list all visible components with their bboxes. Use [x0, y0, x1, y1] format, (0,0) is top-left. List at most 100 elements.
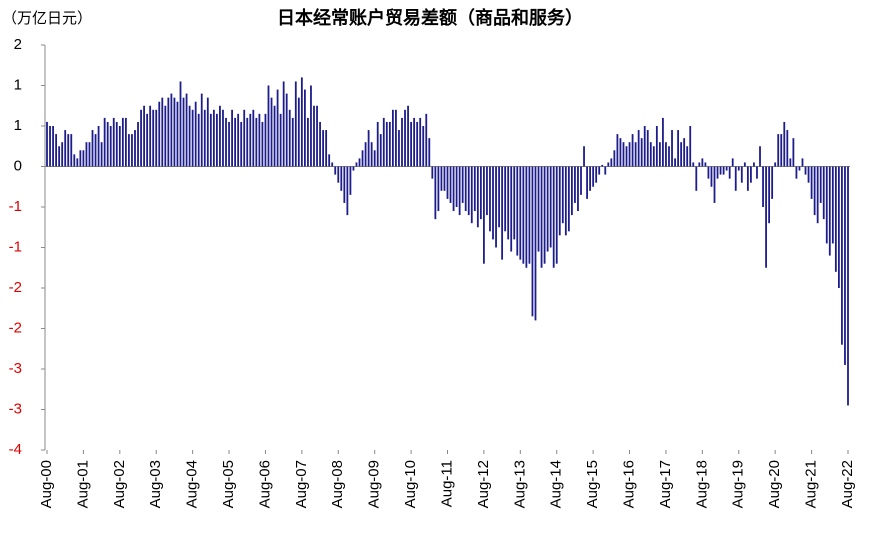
bar: [276, 89, 279, 167]
bar: [631, 134, 634, 167]
x-tick-label: Aug-04: [184, 460, 201, 508]
bar: [604, 166, 607, 175]
bar: [234, 117, 237, 167]
bar: [61, 142, 64, 167]
bar: [58, 146, 61, 167]
bar: [261, 121, 264, 167]
bar: [222, 109, 224, 167]
bar: [816, 166, 819, 224]
bar: [665, 142, 667, 167]
bar: [640, 138, 643, 167]
bar: [388, 121, 391, 167]
bar: [543, 166, 546, 264]
x-tick-label: Aug-15: [584, 460, 601, 508]
bar: [546, 166, 549, 252]
bar: [446, 166, 449, 199]
bar: [777, 134, 780, 167]
bar: [698, 162, 701, 167]
bar: [501, 166, 504, 260]
bar: [746, 166, 749, 191]
bar: [455, 166, 458, 207]
bar: [753, 162, 755, 167]
bar: [780, 134, 783, 167]
bar: [425, 113, 428, 167]
bar: [759, 146, 761, 167]
bar: [143, 105, 145, 167]
bar: [358, 158, 361, 167]
bar: [88, 142, 91, 167]
bar: [622, 142, 625, 167]
bar: [334, 166, 337, 175]
bar: [728, 166, 731, 179]
bar: [225, 117, 227, 167]
bar: [625, 146, 628, 167]
bar: [152, 109, 155, 167]
bar: [137, 121, 139, 167]
bar: [774, 162, 777, 167]
bar: [297, 97, 300, 167]
bar: [525, 166, 528, 268]
bar: [270, 97, 273, 167]
bar: [798, 166, 801, 171]
bar: [464, 166, 467, 212]
bar: [561, 166, 564, 224]
y-tick-label: -4: [9, 441, 22, 458]
bar: [804, 166, 807, 175]
x-tick-label: Aug-14: [548, 460, 565, 508]
bar: [479, 166, 482, 220]
bar: [76, 158, 79, 167]
bar: [228, 121, 230, 167]
bar: [668, 146, 670, 167]
y-tick-label: 2: [14, 36, 22, 53]
bar: [112, 117, 115, 167]
bar: [449, 166, 452, 203]
bar: [249, 113, 252, 167]
x-tick-label: Aug-18: [693, 460, 710, 508]
bar: [822, 166, 825, 220]
bar: [91, 130, 94, 167]
bar: [194, 101, 197, 167]
bar: [552, 166, 555, 268]
bar: [595, 166, 598, 183]
bar: [540, 166, 543, 268]
bar: [662, 117, 664, 167]
bar: [489, 166, 491, 232]
bar: [837, 166, 840, 288]
bar: [580, 166, 582, 195]
bar: [240, 121, 243, 167]
bar: [607, 162, 610, 167]
bar: [422, 126, 425, 167]
bar: [725, 166, 728, 171]
bar: [628, 142, 631, 167]
bar: [361, 150, 364, 167]
y-tick-label: -3: [9, 400, 22, 417]
bar: [346, 166, 349, 216]
bar: [216, 113, 218, 167]
bar: [750, 166, 752, 183]
bar: [343, 166, 346, 203]
bar: [337, 166, 340, 183]
bar: [831, 166, 834, 244]
x-tick-label: Aug-20: [766, 460, 783, 508]
bar: [534, 166, 537, 321]
x-tick-label: Aug-12: [475, 460, 492, 508]
bar: [197, 113, 200, 167]
bar: [134, 130, 136, 167]
bar: [740, 166, 743, 183]
bar: [85, 142, 88, 167]
bar: [634, 142, 637, 167]
x-tick-label: Aug-22: [839, 460, 856, 508]
bar: [683, 138, 686, 167]
bar: [109, 126, 112, 167]
y-tick-label: 1: [14, 117, 22, 134]
x-tick-label: Aug-17: [657, 460, 674, 508]
bar: [592, 166, 595, 187]
bar: [319, 121, 321, 167]
x-tick-label: Aug-09: [366, 460, 383, 508]
bar: [680, 142, 683, 167]
bar: [844, 166, 846, 365]
bar: [743, 162, 746, 167]
bar: [176, 101, 179, 167]
bar: [652, 146, 655, 167]
bar: [310, 85, 312, 167]
